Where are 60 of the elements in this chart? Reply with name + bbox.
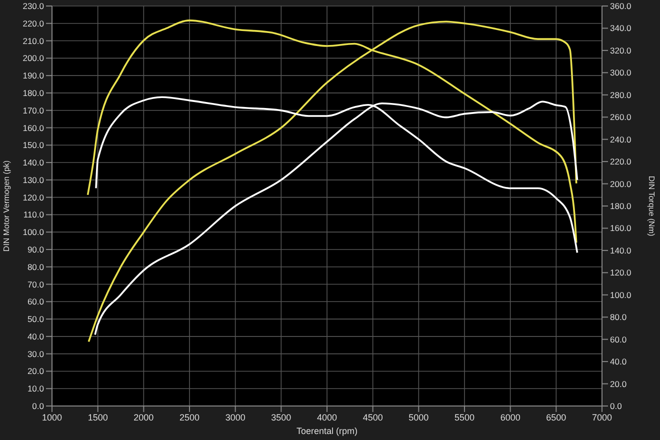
x-tick-label: 1000: [42, 412, 62, 422]
y2-tick-label: 220.0: [610, 156, 632, 167]
x-tick-label: 4000: [316, 412, 338, 422]
x-tick-label: 2000: [134, 412, 154, 422]
y2-tick-label: 300.0: [610, 68, 632, 78]
y-tick-label: 120.0: [22, 192, 44, 202]
y-tick-label: 20.0: [27, 366, 44, 376]
y2-tick-label: 180.0: [610, 201, 632, 212]
x-tick-label: 5500: [454, 412, 475, 422]
x-tick-label: 5000: [408, 412, 429, 422]
y-axis-title: DIN Motor Vermogen (pk): [2, 160, 11, 252]
y2-tick-label: 260.0: [610, 112, 632, 122]
y-tick-label: 150.0: [22, 140, 44, 150]
x-tick-label: 1500: [88, 412, 108, 422]
y-tick-label: 60.0: [27, 296, 44, 307]
y-tick-label: 80.0: [27, 262, 44, 272]
x-tick-label: 4500: [362, 412, 383, 422]
y-tick-label: 190.0: [22, 70, 44, 81]
y2-tick-label: 0.0: [610, 401, 622, 412]
y-tick-label: 220.0: [22, 18, 44, 28]
y-tick-label: 140.0: [22, 158, 44, 168]
y2-tick-label: 160.0: [610, 223, 632, 234]
y-tick-label: 50.0: [27, 314, 44, 324]
line-series: [88, 20, 578, 343]
x-tick-label: 6500: [546, 412, 566, 422]
y2-tick-label: 100.0: [610, 290, 632, 300]
y-tick-label: 110.0: [23, 210, 44, 220]
y-tick-label: 160.0: [22, 122, 44, 133]
y-tick-label: 30.0: [27, 348, 44, 359]
y2-tick-label: 280.0: [610, 90, 632, 100]
y-tick-label: 180.0: [22, 88, 44, 98]
x-tick-label: 3500: [271, 412, 292, 422]
x-tick-label: 6000: [500, 412, 520, 422]
y-tick-label: 130.0: [22, 174, 44, 185]
x-axis-title: Toerental (rpm): [296, 426, 358, 436]
y-tick-label: 0.0: [32, 401, 44, 412]
x-tick-label: 2500: [179, 412, 200, 422]
y-tick-label: 210.0: [22, 36, 44, 46]
y2-tick-label: 80.0: [610, 312, 627, 322]
x-tick-label: 7000: [592, 412, 612, 422]
y2-tick-label: 60.0: [610, 334, 627, 344]
y2-tick-label: 120.0: [610, 268, 632, 278]
y-tick-label: 200.0: [22, 53, 44, 64]
y-tick-label: 90.0: [27, 244, 44, 254]
y2-axis-title: DIN Torque (Nm): [647, 176, 656, 236]
y-tick-label: 70.0: [27, 279, 44, 290]
y-tick-label: 40.0: [27, 331, 44, 342]
y2-tick-label: 20.0: [610, 378, 627, 389]
y2-tick-label: 340.0: [610, 23, 632, 34]
y-tick-label: 170.0: [22, 105, 44, 116]
y2-tick-label: 40.0: [610, 356, 627, 367]
y-tick-label: 100.0: [22, 227, 44, 238]
y2-tick-label: 360.0: [610, 1, 632, 12]
y2-tick-label: 240.0: [610, 134, 632, 144]
x-tick-label: 3000: [225, 412, 246, 422]
y-tick-label: 10.0: [27, 384, 44, 394]
y-tick-label: 230.0: [22, 1, 44, 12]
y2-tick-label: 140.0: [610, 245, 632, 256]
y2-tick-label: 200.0: [610, 178, 632, 189]
y2-tick-label: 320.0: [610, 45, 632, 56]
